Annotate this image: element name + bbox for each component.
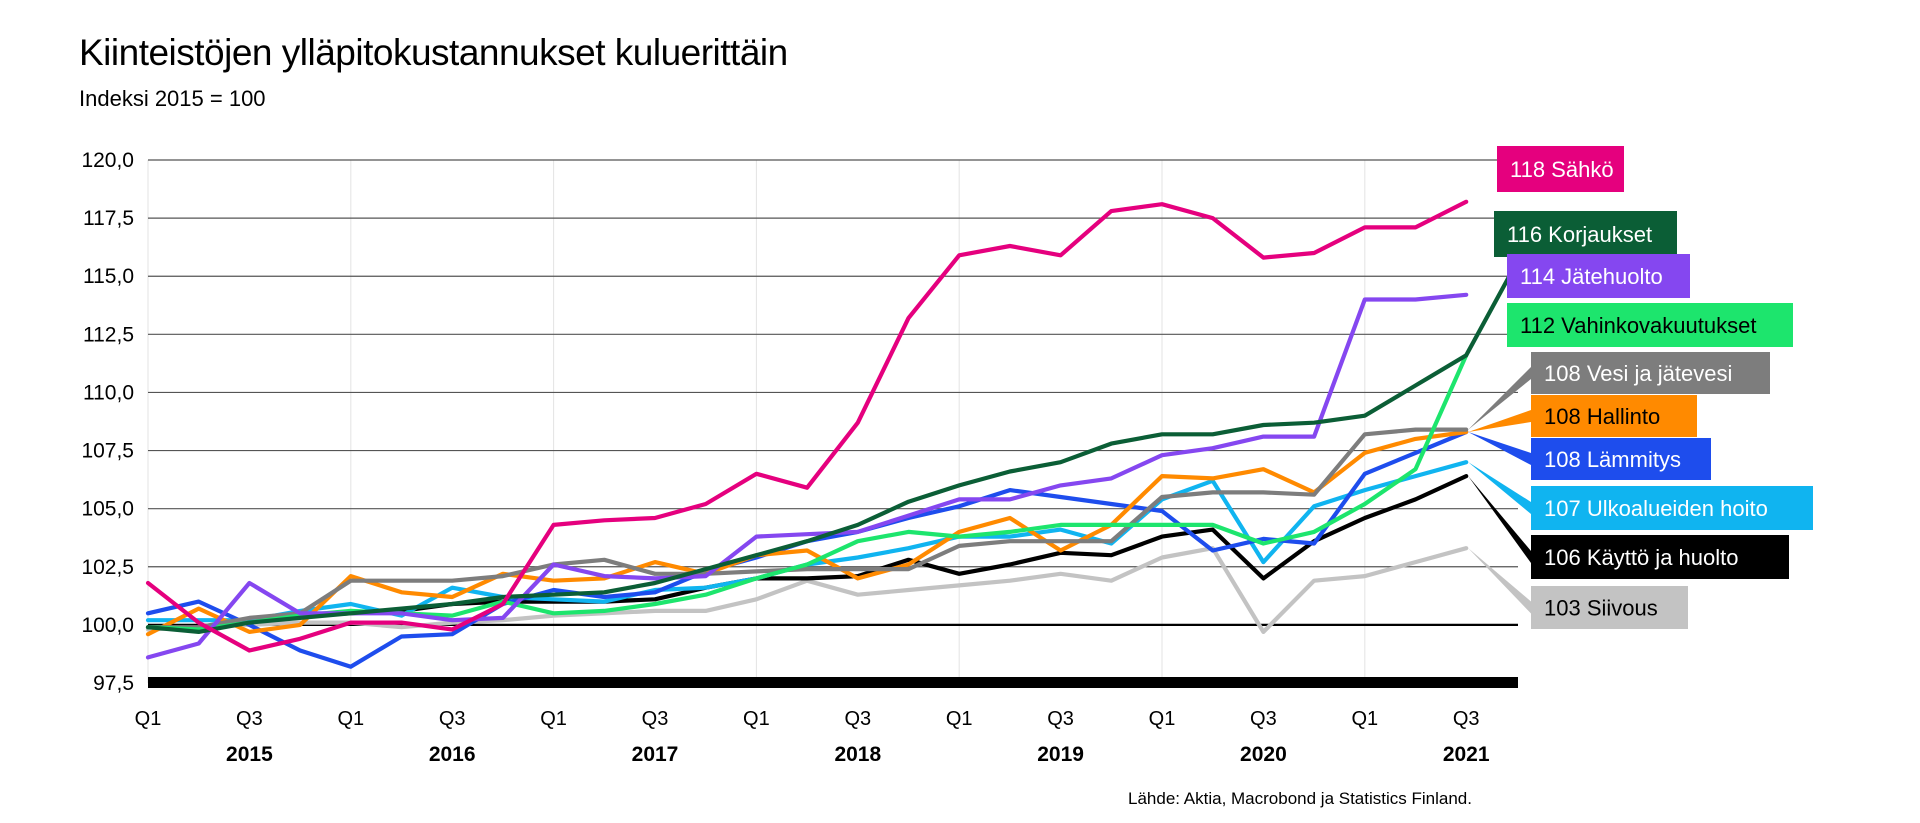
- connector-vesi-ja-jätevesi: [1468, 367, 1531, 430]
- x-year-label: 2017: [632, 743, 679, 766]
- x-year-label: 2015: [226, 743, 273, 766]
- y-tick-label: 112,5: [83, 323, 134, 346]
- label-box-korjaukset: [1494, 211, 1677, 257]
- x-quarter-label: Q1: [743, 708, 770, 730]
- connector-lämmitys: [1468, 431, 1531, 465]
- y-tick-label: 102,5: [81, 556, 134, 579]
- label-text-korjaukset: 116 Korjaukset: [1507, 222, 1652, 247]
- series-line-korjaukset: [145, 260, 1520, 635]
- source-note: Lähde: Aktia, Macrobond ja Statistics Fi…: [1128, 789, 1472, 808]
- label-text-lämmitys: 108 Lämmitys: [1544, 447, 1681, 472]
- label-text-hallinto: 108 Hallinto: [1544, 404, 1660, 429]
- x-quarter-label: Q3: [844, 708, 871, 730]
- chart-title: Kiinteistöjen ylläpitokustannukset kulue…: [79, 32, 788, 73]
- y-tick-label: 117,5: [83, 207, 134, 230]
- label-box-sähkö: [1497, 146, 1624, 192]
- y-tick-label: 107,5: [81, 440, 134, 463]
- series-line-vesi-ja-jätevesi: [145, 427, 1469, 630]
- label-text-siivous: 103 Siivous: [1544, 596, 1658, 621]
- label-text-vahinkovakuutukset: 112 Vahinkovakuutukset: [1520, 313, 1756, 338]
- x-quarter-label: Q3: [1047, 708, 1074, 730]
- x-quarter-label: Q1: [1149, 708, 1176, 730]
- x-year-label: 2018: [834, 743, 881, 766]
- x-quarter-label: Q1: [946, 708, 973, 730]
- label-box-ulkoalueiden-hoito: [1531, 486, 1813, 530]
- series-line-siivous: [145, 546, 1469, 635]
- series-line-sähkö: [145, 199, 1469, 653]
- x-year-label: 2021: [1443, 743, 1490, 766]
- y-tick-label: 120,0: [81, 149, 134, 172]
- label-box-jätehuolto: [1507, 254, 1690, 298]
- x-quarter-label: Q1: [1351, 708, 1378, 730]
- label-text-jätehuolto: 114 Jätehuolto: [1520, 264, 1663, 289]
- label-box-käyttö-ja-huolto: [1531, 535, 1789, 579]
- connector-hallinto: [1468, 410, 1531, 432]
- x-axis-bar: [148, 677, 1518, 688]
- y-tick-label: 110,0: [83, 381, 134, 404]
- x-year-label: 2016: [429, 743, 476, 766]
- connector-ulkoalueiden-hoito: [1468, 462, 1531, 514]
- x-year-label: 2019: [1037, 743, 1084, 766]
- y-tick-label: 115,0: [83, 265, 134, 288]
- x-quarter-label: Q3: [236, 708, 263, 730]
- x-quarter-label: Q1: [135, 708, 162, 730]
- chart-subtitle: Indeksi 2015 = 100: [79, 86, 266, 111]
- label-box-vahinkovakuutukset: [1507, 303, 1793, 347]
- y-tick-label: 105,0: [81, 498, 134, 521]
- x-quarter-label: Q1: [540, 708, 567, 730]
- label-text-vesi-ja-jätevesi: 108 Vesi ja jätevesi: [1544, 361, 1732, 386]
- connector-käyttö-ja-huolto: [1468, 476, 1531, 563]
- connector-siivous: [1468, 548, 1531, 614]
- label-text-ulkoalueiden-hoito: 107 Ulkoalueiden hoito: [1544, 496, 1768, 521]
- x-year-label: 2020: [1240, 743, 1287, 766]
- x-quarter-label: Q3: [439, 708, 466, 730]
- label-box-siivous: [1531, 586, 1688, 629]
- label-box-vesi-ja-jätevesi: [1531, 352, 1770, 394]
- label-text-sähkö: 118 Sähkö: [1510, 157, 1614, 182]
- x-quarter-label: Q3: [642, 708, 669, 730]
- label-box-lämmitys: [1531, 438, 1711, 480]
- label-text-käyttö-ja-huolto: 106 Käyttö ja huolto: [1544, 545, 1738, 570]
- axes: 97,5 100,0 102,5 105,0 107,5 110,0 112,5 115,0 1…: [81, 149, 1489, 766]
- series-labels: 118 Sähkö 116 Korjaukset 114 Jätehuolto 112…: [1468, 146, 1813, 629]
- label-box-hallinto: [1531, 395, 1697, 437]
- series-lines: [145, 199, 1520, 669]
- x-quarter-label: Q3: [1453, 708, 1480, 730]
- x-quarter-label: Q3: [1250, 708, 1277, 730]
- y-tick-label: 97,5: [93, 672, 134, 695]
- y-tick-label: 100,0: [81, 614, 134, 637]
- x-quarter-label: Q1: [337, 708, 364, 730]
